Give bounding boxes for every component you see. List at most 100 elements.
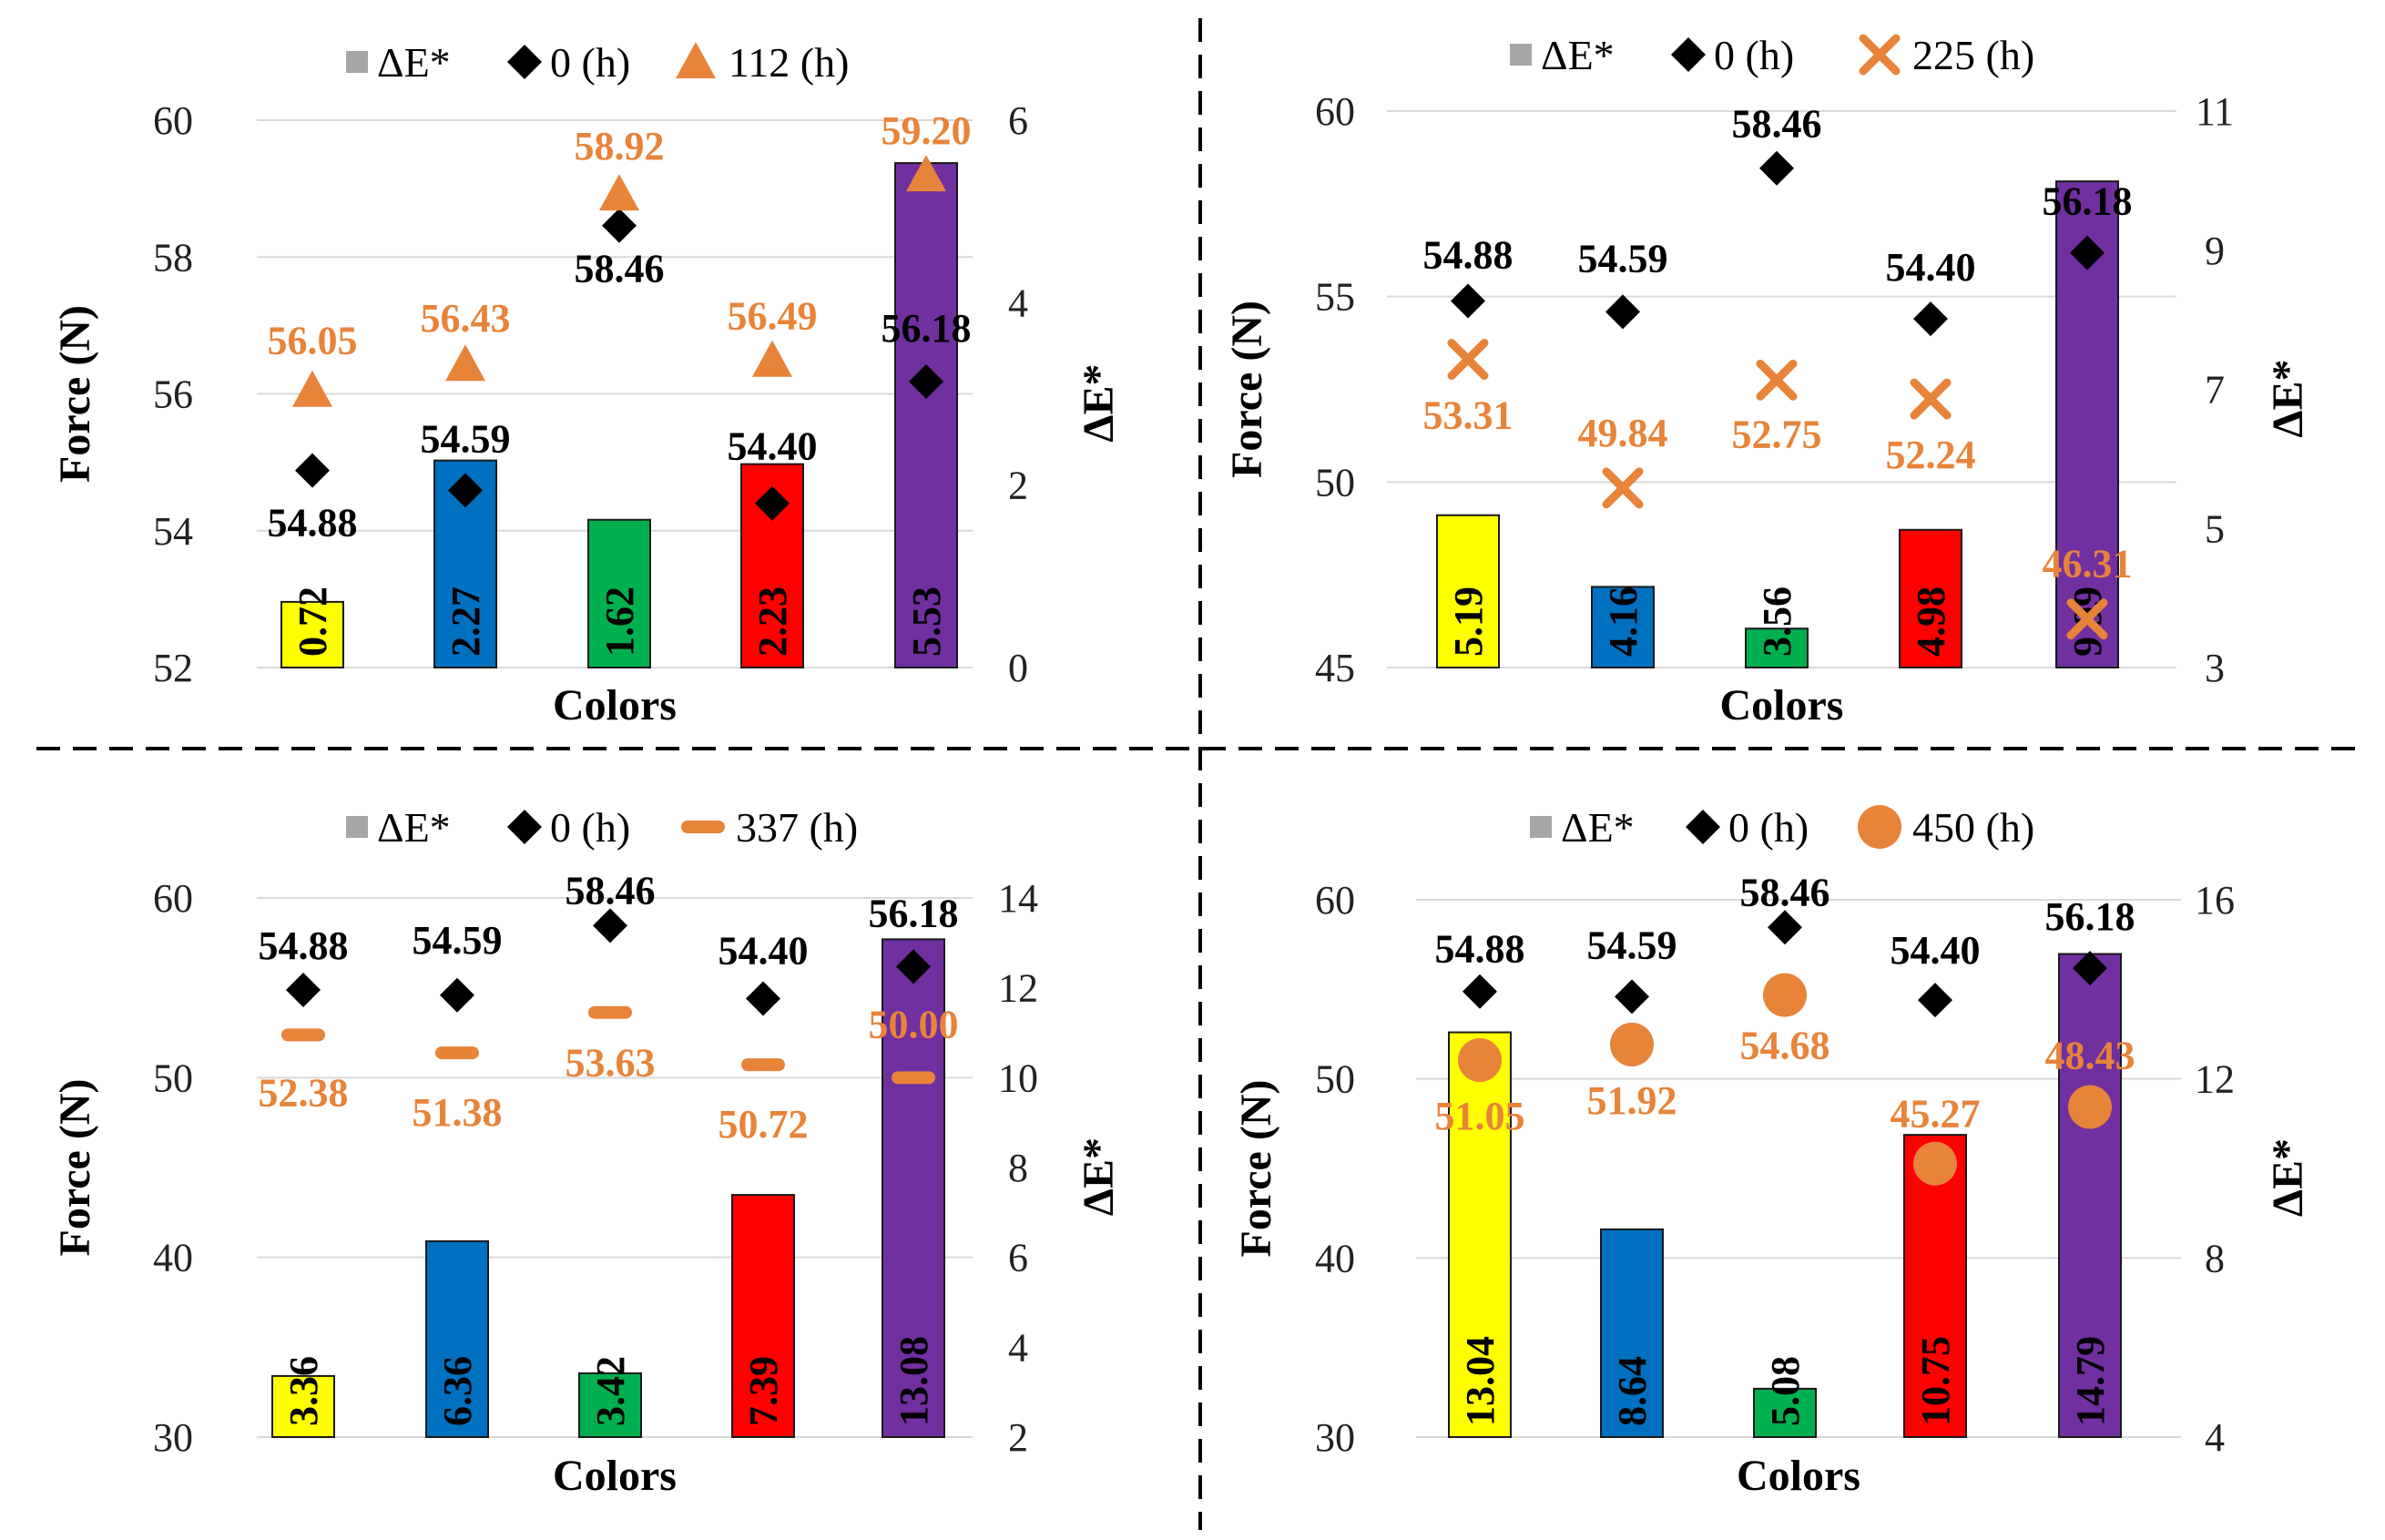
left-tick-label: 40: [1315, 1236, 1355, 1280]
label-0h: 58.46: [575, 247, 665, 291]
label-0h: 54.88: [1423, 233, 1514, 278]
right-tick-label: 9: [2205, 229, 2225, 273]
bar-value-label: 3.42: [588, 1356, 633, 1426]
bar-purple: [882, 938, 945, 1439]
point-0h-diamond: [1913, 301, 1948, 337]
label-aged: 50.00: [869, 1002, 959, 1046]
label-aged: 51.38: [413, 1090, 503, 1135]
y2-axis-title: ΔE*: [2264, 359, 2312, 437]
left-tick-label: 30: [153, 1415, 193, 1460]
legend-label-aged: 337 (h): [736, 804, 858, 851]
legend-diamond-marker: [1686, 810, 1720, 844]
label-aged: 50.72: [719, 1102, 809, 1147]
bar-value-label: 8.64: [1610, 1356, 1655, 1426]
bar-value-label: 13.04: [1458, 1336, 1503, 1426]
legend: ΔE* 0 (h) 225 (h): [1510, 32, 2034, 78]
right-tick-label: 5: [2205, 506, 2225, 551]
bar-value-label: 5.53: [904, 586, 949, 657]
point-0h-diamond: [746, 981, 780, 1016]
point-aged-dash: [281, 1028, 325, 1042]
point-0h-diamond: [440, 977, 474, 1013]
bar-value-label: 4.16: [1601, 586, 1646, 657]
bar-value-label: 0.72: [290, 586, 335, 657]
y2-axis-title: ΔE*: [1075, 363, 1123, 442]
point-0h-diamond: [593, 908, 627, 943]
chart-1: 52 54 56 58 60 0 2 4 6 Force (N) ΔE* Colors ΔE* 0 (h)…: [51, 39, 1123, 729]
label-0h: 54.40: [1891, 928, 1981, 973]
bar-value-label: 2.23: [750, 586, 795, 657]
bar-blue: [1600, 1228, 1664, 1439]
legend-label-delta-e: ΔE*: [1541, 32, 1615, 78]
point-aged-cross: [1910, 378, 1952, 420]
bar-red: [1899, 528, 1962, 669]
label-0h: 54.40: [719, 929, 809, 974]
bar-green: [1745, 627, 1809, 668]
legend-label-delta-e: ΔE*: [1561, 804, 1635, 851]
right-tick-label: 12: [998, 966, 1038, 1011]
bar-value-label: 4.98: [1909, 586, 1953, 657]
right-tick-label: 8: [2205, 1236, 2225, 1280]
left-tick-label: 60: [1315, 89, 1355, 134]
legend-swatch-delta-e: [1510, 44, 1532, 66]
bar-value-label: 2.27: [443, 586, 488, 657]
x-axis-title: Colors: [553, 681, 677, 729]
point-0h-diamond: [1759, 150, 1794, 186]
right-tick-label: 8: [1008, 1146, 1028, 1190]
label-aged: 45.27: [1891, 1092, 1981, 1137]
point-0h-diamond: [1463, 974, 1497, 1009]
legend-swatch-delta-e: [1530, 816, 1552, 838]
bar-value-label: 5.08: [1763, 1356, 1808, 1426]
point-aged-cross: [1447, 339, 1489, 381]
label-aged: 49.84: [1578, 411, 1668, 455]
label-aged: 53.63: [566, 1041, 656, 1086]
point-aged-circle: [1458, 1038, 1502, 1083]
bar-red: [731, 1194, 795, 1439]
bar-yellow: [280, 600, 344, 669]
point-aged-triangle: [752, 340, 792, 377]
left-tick-label: 45: [1315, 646, 1355, 690]
legend-circle-marker: [1858, 805, 1901, 849]
point-aged-dash: [588, 1005, 632, 1019]
legend-label-0h: 0 (h): [550, 804, 630, 851]
label-aged: 52.38: [259, 1070, 349, 1115]
left-tick-label: 60: [153, 876, 193, 921]
bar-value-label: 3.36: [281, 1356, 326, 1426]
point-0h-diamond: [1615, 979, 1649, 1015]
label-aged: 52.75: [1732, 412, 1822, 456]
point-0h-diamond: [1768, 910, 1802, 945]
bar-value-label: 5.19: [1446, 586, 1491, 657]
left-tick-label: 50: [1315, 1057, 1355, 1102]
y2-axis-title: ΔE*: [1075, 1137, 1123, 1216]
left-tick-label: 50: [153, 1056, 193, 1100]
label-0h: 54.59: [421, 416, 511, 461]
bar-green: [587, 518, 651, 668]
label-aged: 53.31: [1423, 393, 1514, 438]
label-aged: 56.49: [728, 294, 818, 339]
bar-value-label: 13.08: [892, 1336, 936, 1426]
point-aged-dash: [741, 1058, 785, 1072]
point-0h-diamond: [1918, 983, 1952, 1018]
bar-green: [578, 1372, 642, 1438]
label-0h: 54.88: [259, 923, 349, 968]
right-tick-label: 0: [1008, 646, 1028, 690]
right-tick-label: 2: [1008, 1415, 1028, 1460]
label-0h: 58.46: [1732, 102, 1822, 147]
right-tick-label: 16: [2195, 878, 2235, 923]
point-0h-diamond: [2073, 951, 2107, 986]
point-aged-triangle: [906, 155, 946, 192]
right-tick-label: 6: [1008, 1236, 1028, 1280]
left-tick-label: 58: [153, 235, 193, 280]
label-0h: 58.46: [1740, 870, 1830, 914]
left-tick-label: 60: [153, 98, 193, 143]
label-0h: 54.88: [268, 501, 358, 546]
label-aged: 51.92: [1587, 1078, 1677, 1123]
point-aged-circle: [1610, 1022, 1654, 1066]
point-0h-diamond: [295, 453, 330, 488]
y-axis-title: Force (N): [1223, 301, 1271, 478]
y2-axis-title: ΔE*: [2264, 1138, 2312, 1217]
label-0h: 54.59: [1587, 923, 1677, 967]
bar-value-label: 6.36: [435, 1356, 480, 1426]
bar-blue: [1591, 586, 1655, 669]
legend-label-0h: 0 (h): [1714, 32, 1794, 78]
legend-label-delta-e: ΔE*: [377, 804, 451, 851]
